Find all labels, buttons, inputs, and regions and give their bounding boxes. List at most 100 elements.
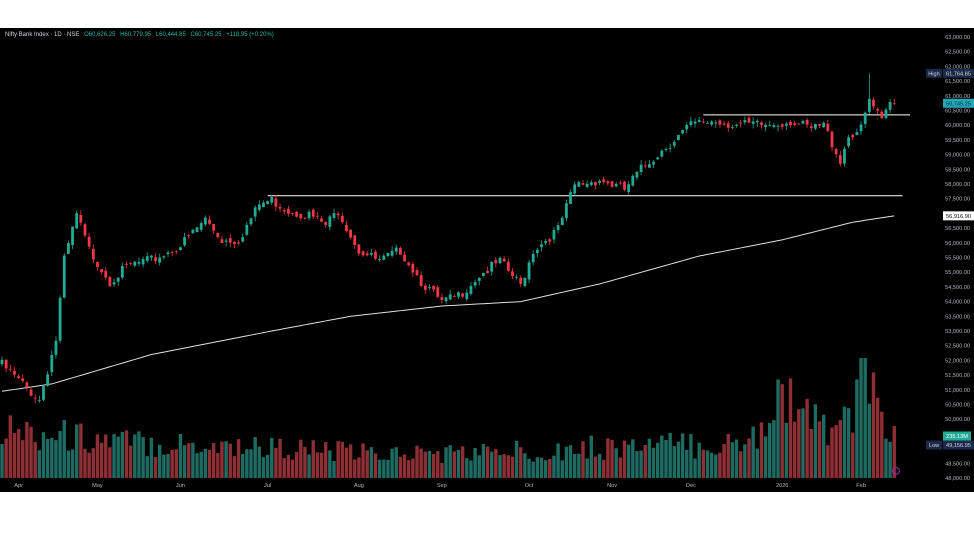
volume-bar bbox=[187, 443, 191, 478]
volume-bar bbox=[755, 448, 759, 478]
volume-bar bbox=[647, 438, 652, 478]
candle-body bbox=[224, 240, 228, 242]
volume-bar bbox=[87, 452, 91, 478]
volume-bar bbox=[851, 432, 855, 478]
candle-body bbox=[726, 123, 730, 128]
time-tick-label: Jul bbox=[264, 483, 271, 489]
volume-bar bbox=[693, 458, 697, 478]
volume-bar bbox=[564, 446, 569, 478]
candle-body bbox=[809, 126, 813, 128]
volume-bar bbox=[743, 444, 747, 478]
candle-body bbox=[706, 123, 709, 124]
volume-bar bbox=[809, 429, 813, 478]
candle-body bbox=[560, 217, 564, 226]
candle-body bbox=[830, 131, 834, 148]
candle-body bbox=[245, 224, 249, 235]
volume-bar bbox=[452, 451, 457, 478]
symbol-name[interactable]: Nifty Bank Index bbox=[5, 32, 49, 38]
volume-bar bbox=[257, 446, 261, 478]
horizontal-lines bbox=[267, 114, 910, 197]
candle-body bbox=[855, 132, 859, 136]
volume-bar bbox=[871, 372, 876, 478]
volume-bar bbox=[676, 441, 681, 478]
price-tick-label: 53,500.00 bbox=[945, 314, 970, 320]
candle-body bbox=[191, 229, 195, 233]
volume-bar bbox=[357, 457, 361, 478]
candle-body bbox=[257, 204, 261, 210]
candle-body bbox=[863, 112, 867, 124]
candle-body bbox=[33, 397, 37, 399]
candle-body bbox=[627, 184, 631, 192]
candle-body bbox=[71, 226, 74, 245]
ohlc-close: C60,745.25 bbox=[190, 32, 222, 38]
candle-body bbox=[17, 376, 20, 379]
volume-bar bbox=[170, 449, 174, 478]
volume-bar bbox=[543, 460, 548, 478]
candle-body bbox=[311, 209, 315, 217]
volume-bar bbox=[842, 406, 847, 478]
candle-body bbox=[851, 134, 855, 138]
candle-body bbox=[13, 370, 16, 375]
volume-bar bbox=[386, 459, 390, 478]
candle-body bbox=[506, 261, 510, 271]
volume-bar bbox=[672, 446, 676, 478]
volume-bar bbox=[402, 454, 407, 478]
candle-body bbox=[843, 148, 846, 164]
candle-body bbox=[116, 277, 120, 282]
volume-bar bbox=[307, 454, 311, 478]
volume-bar bbox=[813, 404, 818, 478]
volume-bar bbox=[95, 434, 100, 478]
volume-bar bbox=[133, 434, 137, 478]
volume-bar bbox=[485, 446, 490, 478]
volume-bar bbox=[278, 438, 282, 478]
price-tick-label: 61,500.00 bbox=[945, 79, 970, 85]
volume-bar bbox=[631, 439, 635, 478]
volume-bar bbox=[460, 446, 465, 478]
volume-bar bbox=[465, 458, 469, 478]
candle-body bbox=[278, 206, 282, 209]
candle-body bbox=[282, 210, 286, 212]
candle-body bbox=[793, 123, 797, 125]
candle-body bbox=[415, 270, 419, 276]
candle-body bbox=[731, 127, 734, 128]
ma-value-label-bg bbox=[943, 211, 974, 221]
volume-bar bbox=[838, 420, 842, 478]
volume-bar bbox=[502, 454, 506, 478]
exchange: NSE bbox=[67, 32, 80, 38]
candle-body bbox=[797, 123, 801, 125]
candle-body bbox=[477, 277, 481, 281]
volume-bar bbox=[618, 457, 623, 478]
candle-body bbox=[544, 241, 548, 244]
ma-line bbox=[1, 215, 895, 392]
candle-body bbox=[623, 181, 626, 190]
volume-bar bbox=[407, 460, 411, 478]
volume-bar bbox=[104, 434, 108, 478]
candle-body bbox=[46, 374, 50, 386]
candle-body bbox=[768, 124, 772, 126]
candle-body bbox=[374, 251, 377, 259]
price-tick-label: 58,500.00 bbox=[945, 167, 970, 173]
volume-bar bbox=[149, 437, 154, 478]
candle-body bbox=[407, 262, 411, 266]
volume-bar bbox=[33, 441, 37, 478]
volume-bar bbox=[373, 453, 378, 478]
candle-body bbox=[527, 262, 531, 280]
volume-bar bbox=[41, 432, 46, 478]
ma-value-label: 56,916.90 bbox=[946, 214, 971, 220]
candle-body bbox=[540, 244, 543, 248]
volume-bar bbox=[776, 379, 780, 478]
candle-body bbox=[473, 282, 477, 286]
candle-body bbox=[42, 385, 45, 400]
candle-body bbox=[801, 120, 805, 124]
volume-bar bbox=[199, 451, 203, 478]
volume-bar bbox=[477, 455, 481, 478]
volume-bar bbox=[797, 409, 801, 478]
time-tick-label: Dec bbox=[686, 483, 696, 489]
candle-body bbox=[585, 183, 589, 187]
volume-bar bbox=[4, 438, 8, 478]
interval[interactable]: 1D bbox=[54, 32, 62, 38]
volume-bar bbox=[660, 435, 664, 478]
volume-bar bbox=[626, 444, 631, 478]
volume-bar bbox=[685, 449, 689, 478]
